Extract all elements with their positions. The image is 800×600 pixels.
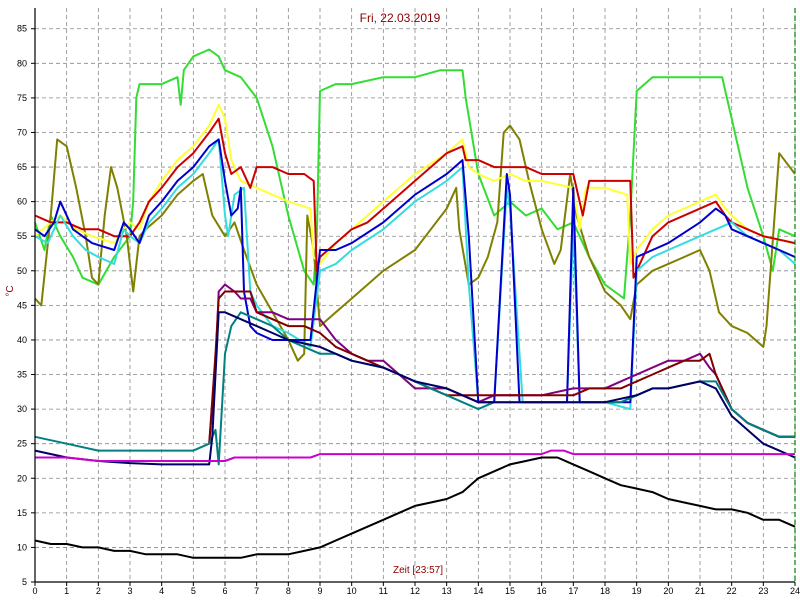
x-tick-label: 23 xyxy=(758,586,768,596)
x-tick-label: 15 xyxy=(505,586,515,596)
x-tick-label: 6 xyxy=(222,586,227,596)
x-tick-label: 11 xyxy=(379,586,388,596)
y-axis-label: °C xyxy=(5,285,16,296)
series-line-10 xyxy=(34,311,796,466)
series-line-2 xyxy=(34,124,796,362)
chart-title: Fri, 22.03.2019 xyxy=(360,11,441,25)
y-tick-label: 5 xyxy=(22,577,27,587)
series-line-3 xyxy=(34,103,796,265)
x-tick-label: 17 xyxy=(568,586,578,596)
series-line-1 xyxy=(34,48,796,300)
y-tick-label: 35 xyxy=(17,370,27,380)
y-tick-label: 55 xyxy=(17,231,27,241)
x-tick-label: 22 xyxy=(727,586,737,596)
x-tick-label: 9 xyxy=(317,586,322,596)
y-tick-label: 85 xyxy=(17,24,27,34)
y-tick-label: 40 xyxy=(17,335,27,345)
series-group xyxy=(34,48,796,559)
x-tick-label: 1 xyxy=(64,586,69,596)
y-tick-label: 75 xyxy=(17,93,27,103)
series-line-11 xyxy=(35,449,795,462)
series-line-6 xyxy=(34,138,796,404)
y-tick-label: 25 xyxy=(17,439,27,449)
x-tick-label: 20 xyxy=(663,586,673,596)
axes xyxy=(31,8,796,586)
x-tick-label: 19 xyxy=(632,586,642,596)
y-tick-label: 70 xyxy=(17,127,27,137)
x-tick-labels: 0 1 2 3 4 5 6 7 8 9 10 11 12 13 14 15 16 17 18 19 20 21 22 23 24 xyxy=(32,586,800,596)
y-tick-label: 65 xyxy=(17,162,27,172)
x-tick-label: 13 xyxy=(442,586,452,596)
x-tick-label: 7 xyxy=(254,586,259,596)
x-tick-label: 3 xyxy=(127,586,132,596)
x-tick-label: 10 xyxy=(347,586,357,596)
x-tick-label: 0 xyxy=(32,586,37,596)
y-tick-label: 50 xyxy=(17,266,27,276)
x-tick-label: 5 xyxy=(191,586,196,596)
x-tick-label: 2 xyxy=(96,586,101,596)
x-tick-label: 24 xyxy=(790,586,800,596)
x-axis-label: Zeit [23:57] xyxy=(393,565,443,576)
series-line-12 xyxy=(34,456,796,559)
y-tick-label: 20 xyxy=(17,473,27,483)
x-tick-label: 16 xyxy=(537,586,547,596)
y-tick-label: 30 xyxy=(17,404,27,414)
y-tick-label: 60 xyxy=(17,197,27,207)
y-tick-labels: 5 10 15 20 25 30 35 40 45 50 55 60 65 70 75 80 85 xyxy=(17,24,27,587)
x-tick-label: 12 xyxy=(410,586,420,596)
y-tick-label: 45 xyxy=(17,300,27,310)
y-tick-label: 10 xyxy=(17,542,27,552)
y-tick-label: 80 xyxy=(17,58,27,68)
y-tick-label: 15 xyxy=(17,508,27,518)
series-line-8 xyxy=(208,290,795,444)
x-tick-label: 8 xyxy=(286,586,291,596)
x-tick-label: 4 xyxy=(159,586,164,596)
x-tick-label: 14 xyxy=(473,586,483,596)
x-tick-label: 21 xyxy=(695,586,705,596)
x-tick-label: 18 xyxy=(600,586,610,596)
